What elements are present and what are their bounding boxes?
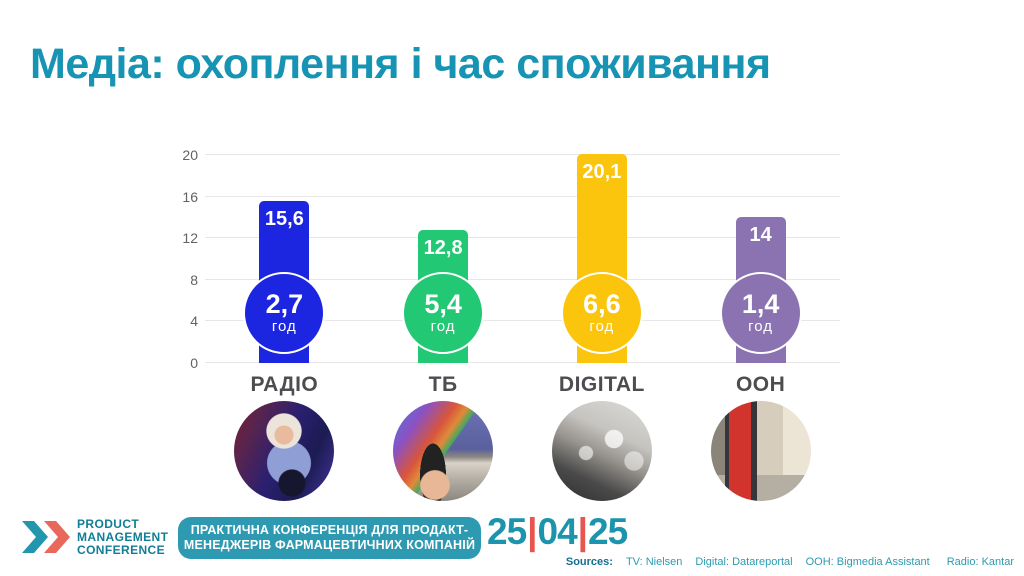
time-unit-label: год: [589, 318, 615, 335]
category-label: OOH: [735, 373, 786, 396]
y-tick-label: 8: [190, 271, 198, 288]
date-separator: |: [527, 511, 537, 552]
date-month: 04: [537, 511, 578, 552]
time-unit-label: год: [430, 318, 456, 335]
category-label: РАДІО: [250, 373, 319, 396]
source-item: Radio: Kantar: [946, 556, 1014, 568]
time-value: 5,4: [424, 289, 462, 319]
logo-line: MANAGEMENT: [77, 530, 169, 544]
radio-listener-photo: [234, 401, 335, 501]
time-circle: 6,6 год: [560, 272, 643, 354]
tv-remote-photo: [393, 401, 494, 501]
time-value: 2,7: [265, 289, 304, 319]
y-tick-label: 4: [190, 313, 198, 330]
date-year: 25: [588, 511, 628, 552]
gridline: [205, 195, 840, 197]
category-radio: РАДІО: [205, 372, 364, 501]
time-value: 1,4: [741, 289, 780, 319]
y-tick-label: 20: [182, 147, 198, 163]
date-day: 25: [487, 511, 527, 552]
logo-line: PRODUCT: [77, 517, 140, 531]
y-tick-label: 0: [190, 355, 198, 371]
bar-value-label: 15,6: [264, 207, 304, 230]
date-separator: |: [577, 511, 588, 552]
category-row: РАДІО ТБ DIGITAL OOH: [205, 372, 840, 501]
source-item: TV: Nielsen: [625, 556, 683, 568]
badge-line: МЕНЕДЖЕРІВ ФАРМАЦЕВТИЧНИХ КОМПАНІЙ: [183, 538, 476, 552]
plot-area: 15,6 2,7 год 12,8 5,4 год 20,1 6,6 год 14 1,4 год: [205, 153, 840, 363]
sources-line: Sources: TV: Nielsen Digital: Datareportal…: [566, 556, 1014, 568]
badge-line: ПРАКТИЧНА КОНФЕРЕНЦІЯ ДЛЯ ПРОДАКТ-: [190, 523, 469, 537]
y-axis: 0 4 8 12 16 20: [160, 147, 198, 371]
y-tick-label: 16: [182, 188, 198, 205]
y-tick-label: 12: [182, 230, 198, 247]
event-date: 25|04|25: [487, 511, 628, 553]
bar-value-label: 20,1: [582, 160, 622, 183]
gridline: [205, 362, 840, 363]
time-circle: 2,7 год: [243, 272, 326, 354]
conference-description-badge: ПРАКТИЧНА КОНФЕРЕНЦІЯ ДЛЯ ПРОДАКТ- МЕНЕД…: [178, 517, 481, 559]
time-value: 6,6: [583, 289, 621, 319]
conference-logo-text: PRODUCT MANAGEMENT CONFERENCE: [77, 518, 168, 557]
gridline: [205, 278, 840, 280]
logo-line: CONFERENCE: [77, 543, 166, 557]
bar-value-label: 14: [749, 224, 772, 247]
conference-logo-icon: [22, 521, 70, 553]
category-label: ТБ: [428, 373, 458, 396]
time-circle: 1,4 год: [719, 272, 802, 354]
sources-label: Sources:: [565, 556, 613, 568]
category-digital: DIGITAL: [523, 372, 682, 501]
category-ooh: OOH: [681, 372, 840, 501]
category-label: DIGITAL: [558, 373, 645, 396]
time-unit-label: год: [748, 318, 774, 335]
gridline: [205, 237, 840, 239]
gridline: [205, 154, 840, 155]
slide-title: Медіа: охоплення і час споживання: [30, 40, 771, 88]
digital-laptop-photo: [551, 401, 652, 501]
category-tv: ТБ: [364, 372, 523, 501]
time-unit-label: год: [271, 318, 297, 335]
bar-value-label: 12,8: [423, 236, 463, 259]
time-circle: 5,4 год: [402, 272, 485, 354]
source-item: OOH: Bigmedia Assistant: [805, 556, 930, 568]
source-item: Digital: Datareportal: [695, 556, 793, 568]
gridline: [205, 320, 840, 322]
ooh-billboard-photo: [710, 401, 811, 501]
